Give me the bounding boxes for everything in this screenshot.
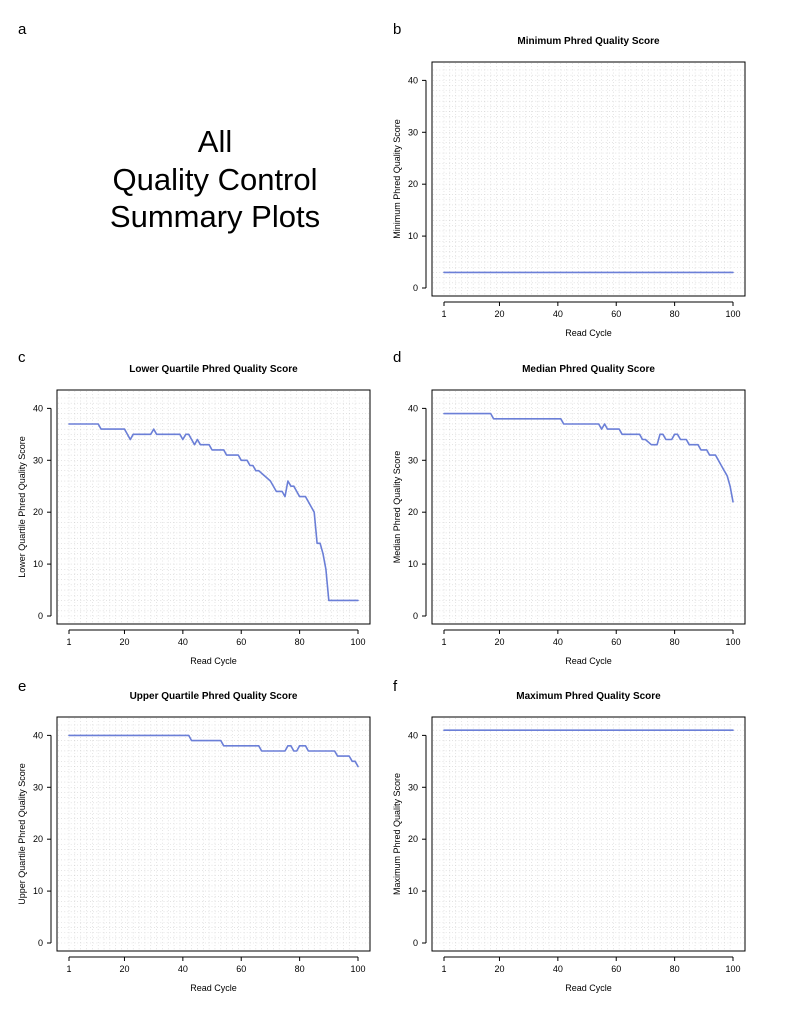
x-tick-label: 100 (725, 637, 740, 647)
chart-title: Upper Quartile Phred Quality Score (130, 691, 298, 702)
y-axis-label: Upper Quartile Phred Quality Score (17, 763, 27, 905)
x-axis-label: Read Cycle (565, 656, 612, 666)
overview-title-line-1: All (198, 124, 232, 159)
x-tick-label: 1 (441, 964, 446, 974)
panel-letter-b: b (393, 21, 401, 38)
y-tick-label: 10 (408, 559, 418, 569)
y-tick-label: 40 (33, 730, 43, 740)
panel-letter-e: e (18, 678, 26, 695)
y-axis-label: Median Phred Quality Score (392, 451, 402, 564)
x-tick-label: 100 (350, 637, 365, 647)
x-tick-label: 40 (178, 637, 188, 647)
grid (58, 391, 369, 623)
grid (58, 718, 369, 950)
x-tick-label: 20 (119, 637, 129, 647)
chart-panel-e: e Upper Quartile Phred Quality Score 1 20 40… (17, 678, 371, 993)
y-tick-label: 0 (38, 611, 43, 621)
y-axis-label: Maximum Phred Quality Score (392, 773, 402, 895)
x-tick-label: 20 (494, 309, 504, 319)
x-tick-label: 80 (670, 964, 680, 974)
y-tick-label: 30 (408, 782, 418, 792)
y-axis-label: Lower Quartile Phred Quality Score (17, 436, 27, 578)
y-tick-label: 40 (408, 730, 418, 740)
x-tick-label: 60 (236, 637, 246, 647)
y-tick-label: 10 (408, 231, 418, 241)
plot-frame (431, 389, 746, 625)
y-tick-label: 40 (408, 75, 418, 85)
x-tick-label: 80 (295, 637, 305, 647)
overview-title-line-3: Summary Plots (110, 199, 320, 234)
y-tick-label: 0 (413, 283, 418, 293)
x-tick-label: 40 (178, 964, 188, 974)
y-tick-label: 40 (408, 403, 418, 413)
x-tick-label: 1 (66, 964, 71, 974)
y-tick-label: 30 (408, 455, 418, 465)
x-tick-label: 20 (494, 637, 504, 647)
y-tick-label: 30 (33, 455, 43, 465)
y-tick-label: 20 (408, 834, 418, 844)
panel-letter-a: a (18, 21, 27, 38)
y-tick-label: 30 (33, 782, 43, 792)
x-tick-label: 40 (553, 309, 563, 319)
x-axis-label: Read Cycle (190, 656, 237, 666)
x-tick-label: 60 (611, 964, 621, 974)
x-tick-label: 80 (670, 309, 680, 319)
y-tick-label: 20 (33, 507, 43, 517)
overview-title-line-2: Quality Control (112, 162, 317, 197)
x-tick-label: 80 (295, 964, 305, 974)
y-tick-label: 0 (413, 611, 418, 621)
x-tick-label: 40 (553, 637, 563, 647)
series-line (68, 423, 359, 602)
x-axis-label: Read Cycle (565, 328, 612, 338)
x-tick-label: 100 (350, 964, 365, 974)
x-tick-label: 100 (725, 309, 740, 319)
y-tick-label: 30 (408, 127, 418, 137)
y-tick-label: 10 (33, 559, 43, 569)
plot-frame (56, 716, 371, 952)
x-tick-label: 1 (66, 637, 71, 647)
grid (433, 391, 744, 623)
y-tick-label: 0 (38, 938, 43, 948)
chart-title: Maximum Phred Quality Score (516, 691, 661, 702)
chart-panel-c: c Lower Quartile Phred Quality Score 1 20 40… (17, 349, 371, 666)
x-tick-label: 60 (236, 964, 246, 974)
grid (433, 718, 744, 950)
x-tick-label: 1 (441, 637, 446, 647)
chart-title: Minimum Phred Quality Score (517, 36, 660, 47)
y-tick-label: 10 (33, 886, 43, 896)
series-line (68, 734, 359, 768)
plot-frame (431, 61, 746, 297)
chart-title: Median Phred Quality Score (522, 364, 655, 375)
y-tick-label: 10 (408, 886, 418, 896)
series-line (443, 412, 734, 503)
x-tick-label: 80 (670, 637, 680, 647)
chart-panel-d: d Median Phred Quality Score 1 20 40 60 80 100 0… (392, 349, 746, 666)
x-tick-label: 60 (611, 309, 621, 319)
plot-frame (431, 716, 746, 952)
x-tick-label: 20 (119, 964, 129, 974)
x-axis-label: Read Cycle (565, 983, 612, 993)
y-tick-label: 20 (33, 834, 43, 844)
y-tick-label: 40 (33, 403, 43, 413)
x-tick-label: 40 (553, 964, 563, 974)
panel-letter-f: f (393, 678, 398, 695)
panel-a: a All Quality Control Summary Plots (18, 21, 320, 234)
x-tick-label: 20 (494, 964, 504, 974)
grid (433, 63, 744, 295)
y-tick-label: 20 (408, 179, 418, 189)
x-tick-label: 60 (611, 637, 621, 647)
panel-letter-d: d (393, 349, 401, 366)
y-axis-label: Minimum Phred Quality Score (392, 119, 402, 239)
panel-letter-c: c (18, 349, 26, 366)
x-axis-label: Read Cycle (190, 983, 237, 993)
plot-frame (56, 389, 371, 625)
x-tick-label: 1 (441, 309, 446, 319)
chart-title: Lower Quartile Phred Quality Score (129, 364, 298, 375)
x-tick-label: 100 (725, 964, 740, 974)
y-tick-label: 0 (413, 938, 418, 948)
y-tick-label: 20 (408, 507, 418, 517)
